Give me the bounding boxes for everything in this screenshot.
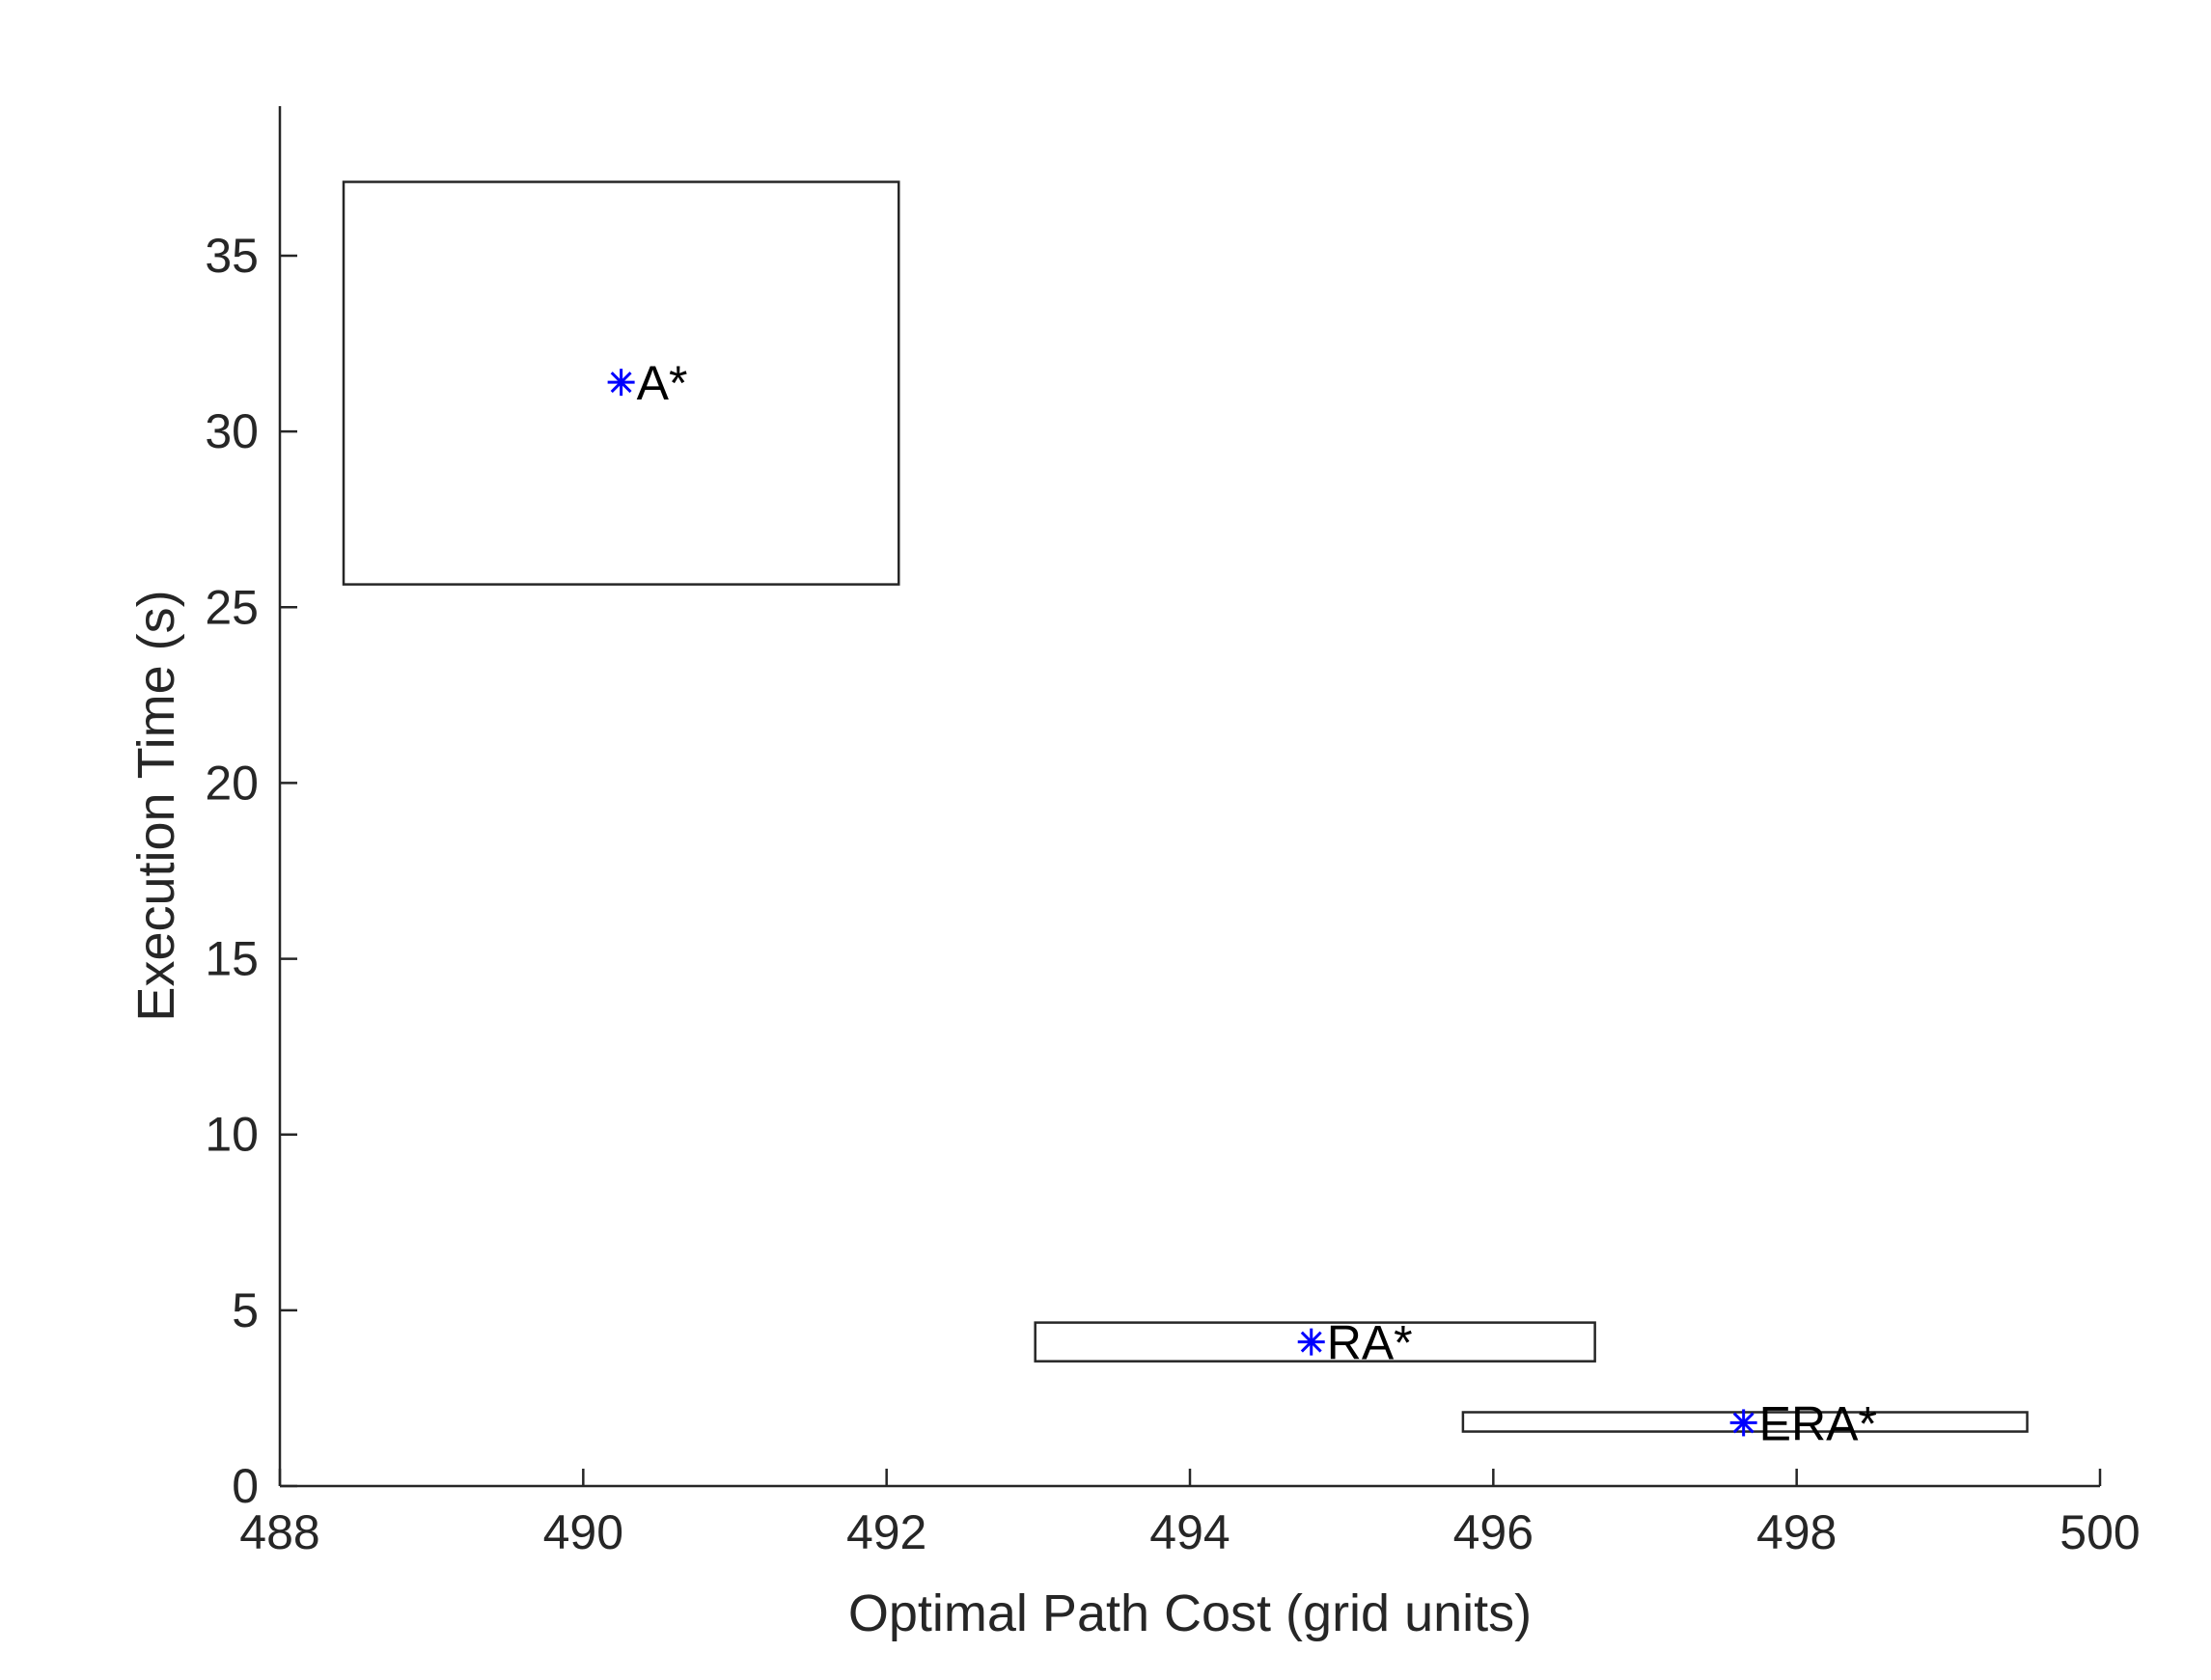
x-tick-label: 498 [1756,1505,1837,1559]
point-a-star [607,369,635,397]
point-label: ERA* [1759,1396,1877,1450]
data-points [607,369,1757,1437]
point-label: A* [637,356,688,410]
x-tick-label: 492 [846,1505,926,1559]
point-era-star [1729,1409,1757,1437]
x-tick-label: 488 [239,1505,319,1559]
point-ra-star [1297,1328,1325,1356]
range-box-era-star [1461,1411,2029,1433]
x-axis-label: Optimal Path Cost (grid units) [848,1584,1532,1642]
x-tick-label: 500 [2059,1505,2140,1559]
y-tick-label: 30 [205,404,259,458]
y-axis-label: Execution Time (s) [127,590,185,1021]
range-box-a-star [342,180,900,586]
y-tick-label: 15 [205,932,259,986]
point-label: RA* [1327,1316,1413,1370]
point-labels: A* RA* ERA* [637,356,1877,1450]
y-tick-label: 10 [205,1108,259,1162]
x-tick-label: 494 [1149,1505,1230,1559]
x-tick-label: 496 [1453,1505,1534,1559]
x-tick-label: 490 [543,1505,623,1559]
y-tick-label: 20 [205,756,259,810]
y-tick-label: 35 [205,229,259,283]
axes: 488 490 492 494 496 498 500 0 5 10 15 20 25 30 35 [205,106,2141,1559]
y-tick-label: 0 [232,1459,259,1513]
y-tick-label: 5 [232,1283,259,1337]
y-tick-label: 25 [205,580,259,634]
range-box-ra-star [1034,1321,1596,1363]
range-boxes [342,180,2029,1433]
